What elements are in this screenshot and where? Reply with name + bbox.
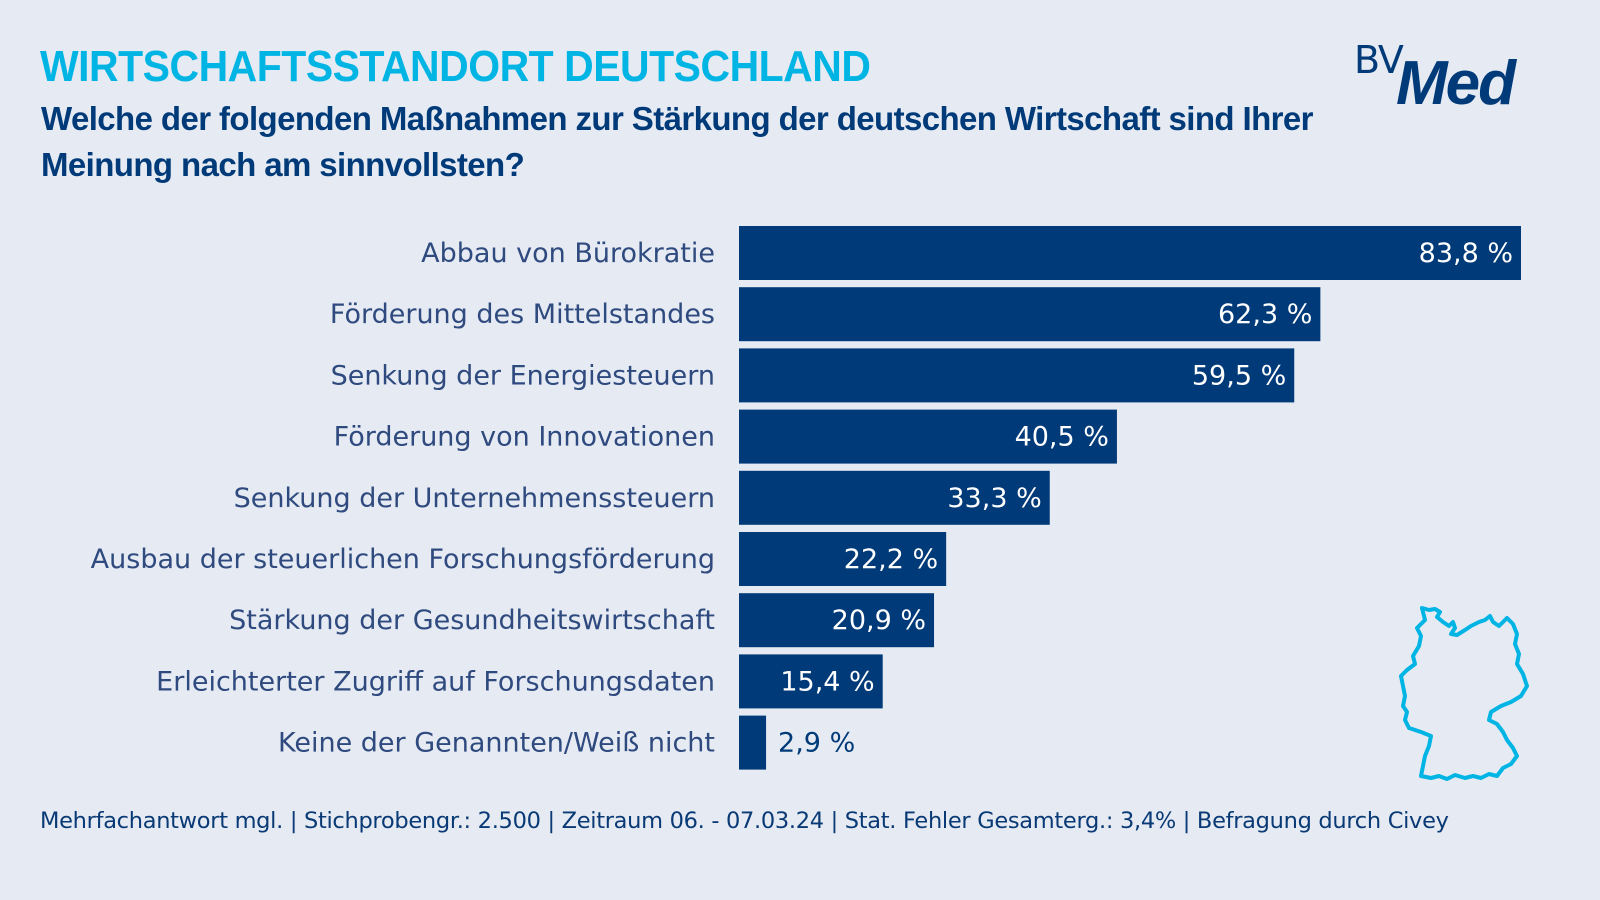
footnote: Mehrfachantwort mgl. | Stichprobengr.: 2…	[40, 808, 1449, 834]
category-label: Abbau von Bürokratie	[421, 238, 715, 269]
category-label: Erleichterter Zugriff auf Forschungsdate…	[156, 666, 715, 697]
bar-chart: Abbau von Bürokratie 83,8 % Förderung des …	[91, 226, 1521, 770]
bar	[739, 593, 935, 648]
category-label: Förderung des Mittelstandes	[330, 299, 715, 330]
value-label: 40,5 %	[1015, 422, 1109, 453]
germany-outline-path	[1399, 606, 1529, 781]
category-label: Senkung der Unternehmenssteuern	[234, 483, 715, 514]
germany-outline-icon	[1399, 606, 1529, 781]
bar	[739, 226, 1521, 280]
bar	[739, 532, 947, 586]
logo-prefix: BV	[1354, 38, 1404, 82]
value-label: 83,8 %	[1419, 238, 1513, 269]
bar	[739, 348, 1295, 403]
bar	[739, 409, 1117, 464]
category-label: Stärkung der Gesundheitswirtschaft	[229, 605, 715, 636]
bar	[739, 470, 1050, 525]
bvmed-logo: BV Med	[1354, 38, 1534, 118]
logo-main: Med	[1396, 49, 1516, 118]
bar	[739, 654, 883, 709]
value-label: 20,9 %	[832, 605, 926, 636]
category-label: Senkung der Energiesteuern	[331, 360, 715, 391]
value-label: 22,2 %	[844, 544, 938, 575]
value-label: 2,9 %	[778, 728, 855, 759]
bar	[739, 715, 767, 770]
bar	[739, 287, 1321, 342]
category-label: Ausbau der steuerlichen Forschungsförder…	[91, 544, 715, 575]
value-label: 33,3 %	[947, 483, 1041, 514]
value-label: 62,3 %	[1218, 299, 1312, 330]
category-label: Keine der Genannten/Weiß nicht	[278, 728, 715, 759]
category-label: Förderung von Innovationen	[334, 422, 715, 453]
value-label: 15,4 %	[780, 666, 874, 697]
chart-subtitle: Welche der folgenden Maßnahmen zur Stärk…	[41, 100, 1314, 183]
value-label: 59,5 %	[1192, 360, 1286, 391]
chart-title: WIRTSCHAFTSSTANDORT DEUTSCHLAND	[40, 42, 871, 91]
